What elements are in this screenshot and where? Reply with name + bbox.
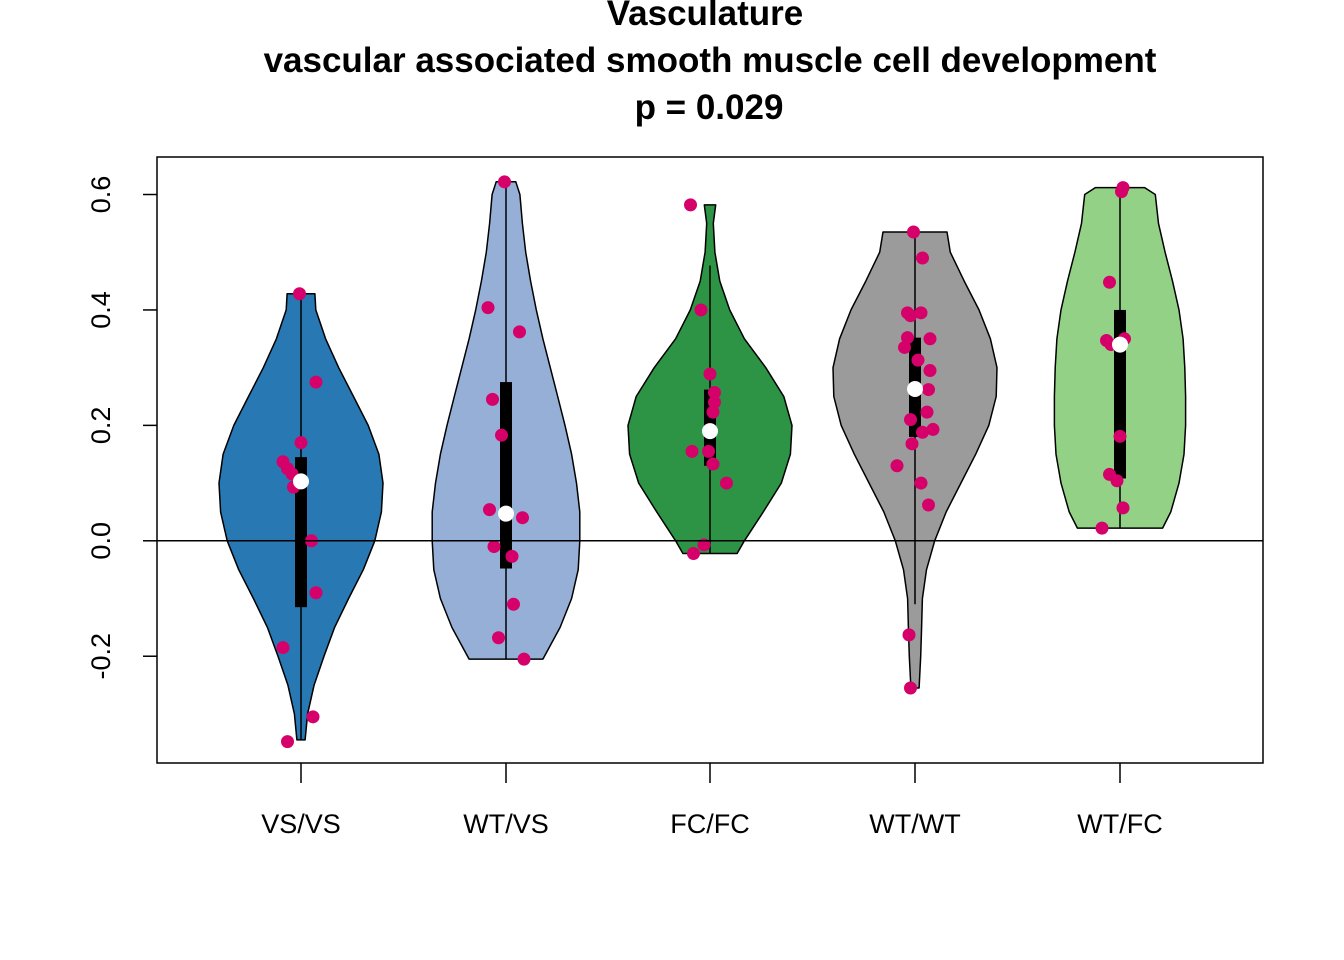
data-point-wt-vs-12 xyxy=(517,652,531,666)
iqr-box-wt-vs xyxy=(500,382,512,569)
x-tick-label-1: VS/VS xyxy=(261,809,341,839)
data-point-wt-wt-5 xyxy=(914,306,928,320)
chart-title-line-3: p = 0.029 xyxy=(635,88,784,127)
y-tick-label-2: 0.0 xyxy=(86,522,116,560)
data-point-wt-wt-4 xyxy=(904,309,917,323)
data-point-fc-fc-5 xyxy=(708,395,721,409)
data-point-wt-vs-6 xyxy=(483,503,496,517)
data-point-wt-fc-3 xyxy=(1103,275,1116,289)
data-point-wt-fc-9 xyxy=(1110,474,1124,488)
data-point-fc-fc-12 xyxy=(687,546,700,560)
x-tick-label-2: WT/VS xyxy=(463,809,549,839)
data-point-wt-wt-15 xyxy=(904,413,917,427)
median-fc-fc xyxy=(702,423,718,440)
data-point-fc-fc-1 xyxy=(684,198,697,212)
data-point-wt-wt-18 xyxy=(914,476,928,490)
data-point-wt-wt-8 xyxy=(898,340,911,354)
data-point-fc-fc-4 xyxy=(708,385,721,399)
data-point-wt-wt-2 xyxy=(916,251,929,265)
chart-title-line-1: Vasculature xyxy=(607,0,804,33)
y-tick-label-3: 0.2 xyxy=(86,407,116,445)
data-point-wt-wt-20 xyxy=(902,628,916,642)
data-point-wt-wt-11 xyxy=(922,383,935,397)
data-point-wt-vs-9 xyxy=(505,549,519,563)
data-point-wt-wt-17 xyxy=(890,459,904,473)
data-point-wt-vs-8 xyxy=(487,540,501,554)
data-point-fc-fc-2 xyxy=(694,303,708,317)
data-point-wt-vs-4 xyxy=(486,392,499,406)
y-tick-label-4: 0.4 xyxy=(86,291,116,329)
x-tick-label-4: WT/WT xyxy=(869,809,960,839)
data-point-fc-fc-3 xyxy=(703,367,717,381)
data-point-fc-fc-10 xyxy=(720,476,733,490)
data-point-wt-fc-10 xyxy=(1116,501,1130,515)
data-point-wt-vs-10 xyxy=(507,597,520,611)
data-point-fc-fc-9 xyxy=(706,457,720,471)
x-tick-label-3: FC/FC xyxy=(670,809,749,839)
data-point-wt-wt-19 xyxy=(922,498,935,512)
data-point-wt-fc-7 xyxy=(1113,429,1127,443)
data-point-fc-fc-7 xyxy=(685,444,699,458)
data-point-vs-vs-12 xyxy=(281,735,294,749)
data-point-wt-wt-7 xyxy=(923,332,937,346)
data-point-vs-vs-3 xyxy=(294,436,308,450)
median-vs-vs xyxy=(293,473,309,490)
data-point-wt-wt-21 xyxy=(904,681,917,695)
data-point-wt-vs-7 xyxy=(516,511,529,525)
data-point-wt-wt-13 xyxy=(926,422,940,436)
x-tick-label-5: WT/FC xyxy=(1077,809,1162,839)
data-point-wt-wt-1 xyxy=(907,225,920,239)
data-point-wt-vs-3 xyxy=(513,325,526,339)
y-tick-label-5: 0.6 xyxy=(86,176,116,214)
data-point-fc-fc-11 xyxy=(697,538,711,552)
chart-title-line-2: vascular associated smooth muscle cell d… xyxy=(264,41,1157,80)
data-point-wt-vs-1 xyxy=(498,175,511,189)
iqr-box-vs-vs xyxy=(295,457,307,608)
data-point-vs-vs-11 xyxy=(306,710,320,724)
data-point-wt-wt-12 xyxy=(920,405,934,419)
data-point-fc-fc-6 xyxy=(706,405,720,419)
data-point-wt-fc-11 xyxy=(1095,521,1109,535)
data-point-wt-vs-2 xyxy=(481,301,495,315)
plot-area: -0.2 0.0 0.2 0.4 0.6 VS/VS WT/VS FC/FC WT/WT WT/F… xyxy=(86,156,1264,839)
data-point-fc-fc-8 xyxy=(702,444,715,458)
data-point-wt-wt-10 xyxy=(923,364,937,378)
data-point-wt-wt-16 xyxy=(905,437,919,451)
data-point-vs-vs-1 xyxy=(293,287,306,301)
y-tick-label-1: -0.2 xyxy=(86,633,116,680)
data-point-wt-fc-2 xyxy=(1115,185,1128,199)
data-point-wt-wt-6 xyxy=(901,331,914,345)
data-point-wt-wt-9 xyxy=(911,353,925,367)
data-point-vs-vs-2 xyxy=(309,375,323,389)
data-point-vs-vs-10 xyxy=(276,641,290,655)
data-point-wt-vs-5 xyxy=(495,428,508,442)
data-point-wt-wt-14 xyxy=(916,425,929,439)
median-wt-vs xyxy=(498,505,514,522)
median-wt-fc xyxy=(1112,336,1128,353)
data-point-vs-vs-9 xyxy=(309,586,323,600)
data-point-wt-vs-11 xyxy=(492,631,505,645)
median-wt-wt xyxy=(907,381,923,398)
